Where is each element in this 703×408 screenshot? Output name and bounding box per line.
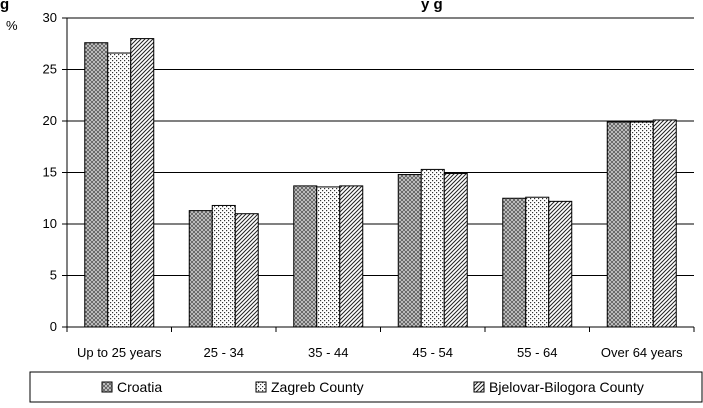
y-tick-label: 10: [43, 216, 57, 231]
x-tick-label: 35 - 44: [308, 345, 348, 360]
y-axis-label: %: [6, 18, 18, 33]
y-tick-label: 5: [50, 268, 57, 283]
x-tick-label: 25 - 34: [204, 345, 244, 360]
legend-swatch: [101, 381, 113, 393]
legend-label: Croatia: [117, 379, 162, 395]
bar: [652, 119, 677, 328]
bar: [502, 197, 527, 328]
x-tick-label: 55 - 64: [517, 345, 557, 360]
x-tick-label: 45 - 54: [413, 345, 453, 360]
legend-label: Zagreb County: [271, 379, 364, 395]
bar: [548, 200, 573, 328]
bars: [84, 38, 677, 328]
bar: [397, 174, 422, 328]
bar: [107, 52, 132, 328]
bar: [234, 213, 259, 328]
y-tick-label: 30: [43, 10, 57, 25]
y-tick-labels: 0 5 10 15 20 25 30: [43, 10, 57, 334]
bar: [339, 185, 364, 328]
legend-swatch: [255, 381, 267, 393]
x-tick-labels: Up to 25 years 25 - 34 35 - 44 45 - 54 55 - …: [77, 345, 683, 360]
y-tick-label: 20: [43, 113, 57, 128]
bar: [629, 121, 654, 328]
x-tick-label: Up to 25 years: [77, 345, 162, 360]
bar: [188, 210, 213, 328]
bar: [443, 173, 468, 328]
bar: [420, 168, 445, 328]
bar: [606, 121, 631, 328]
y-tick-label: 15: [43, 165, 57, 180]
bar: [525, 196, 550, 328]
chart-title-start: g: [0, 0, 9, 13]
axes: [62, 17, 695, 332]
bar: [211, 204, 236, 328]
legend: Croatia Zagreb County Bjelovar-Bilogora Co…: [29, 371, 703, 403]
bar: [293, 185, 318, 328]
bar: [316, 186, 341, 328]
bar: [130, 38, 155, 328]
x-tick-label: Over 64 years: [601, 345, 683, 360]
bar: [84, 42, 109, 328]
legend-label: Bjelovar-Bilogora County: [489, 379, 644, 395]
y-tick-label: 0: [50, 319, 57, 334]
y-tick-label: 25: [43, 62, 57, 77]
gridlines: [67, 17, 694, 276]
legend-frame: [29, 371, 703, 403]
legend-swatch: [473, 381, 485, 393]
chart-title-end: y g: [421, 0, 443, 13]
